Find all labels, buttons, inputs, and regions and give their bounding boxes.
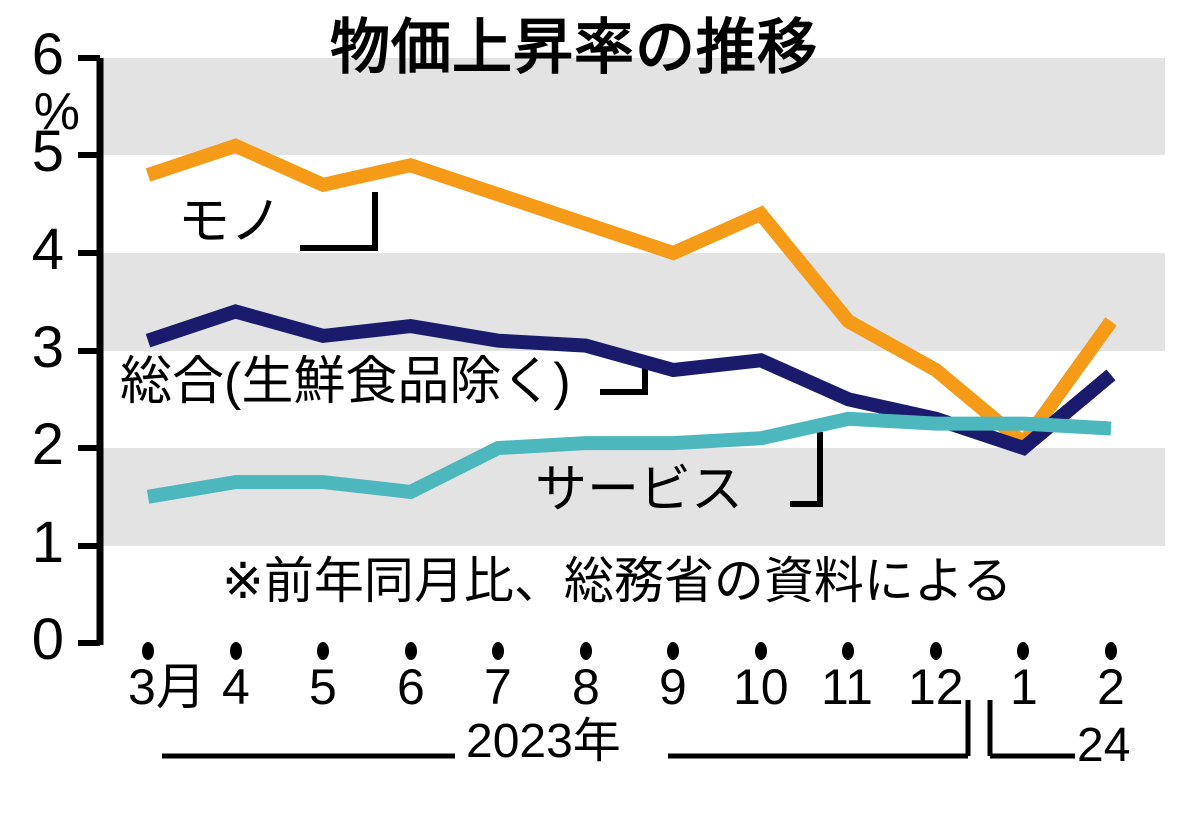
page-title: 物価上昇率の推移 bbox=[330, 14, 818, 81]
period-label-2023: 2023年 bbox=[466, 715, 621, 768]
x-tick-label-0: 3月 bbox=[128, 659, 206, 715]
grid-bands bbox=[100, 58, 1165, 546]
series-label-sogo: 総合(生鮮食品除く) bbox=[120, 353, 571, 411]
period-label-24: 24 bbox=[1077, 719, 1131, 772]
x-tick-label-8: 11 bbox=[821, 659, 873, 715]
x-tick-label-3: 6 bbox=[397, 659, 425, 715]
x-axis-tick-dots bbox=[142, 642, 1117, 660]
y-tick-label-1: 1 bbox=[31, 510, 64, 575]
y-tick-label-2: 2 bbox=[31, 412, 64, 477]
y-tick-label-4: 4 bbox=[31, 217, 64, 282]
series-label-service: サービス bbox=[535, 461, 744, 519]
callout-leaders bbox=[300, 192, 823, 507]
y-tick-label-0: 0 bbox=[31, 607, 64, 672]
x-tick-label-11: 2 bbox=[1097, 659, 1125, 715]
y-tick-label-3: 3 bbox=[31, 315, 64, 380]
series-label-mono: モノ bbox=[178, 193, 283, 251]
series-line-service bbox=[146, 411, 1112, 504]
x-tick-label-4: 7 bbox=[484, 659, 512, 715]
y-tick-label-6: 6 bbox=[31, 22, 64, 87]
x-tick-label-10: 1 bbox=[1010, 659, 1038, 715]
x-tick-label-5: 8 bbox=[572, 659, 600, 715]
x-tick-label-2: 5 bbox=[309, 659, 337, 715]
y-axis-unit-label: % bbox=[33, 83, 80, 141]
period-rules bbox=[162, 700, 1075, 759]
x-tick-label-1: 4 bbox=[222, 659, 250, 715]
series-line-mono bbox=[145, 138, 1117, 454]
x-tick-label-7: 10 bbox=[733, 659, 789, 715]
source-note: ※前年同月比、総務省の資料による bbox=[222, 553, 1013, 609]
y-tick-label-5: 5 bbox=[31, 119, 64, 184]
y-axis-ticks bbox=[78, 55, 100, 646]
x-tick-label-9: 12 bbox=[908, 659, 964, 715]
x-tick-label-6: 9 bbox=[659, 659, 687, 715]
